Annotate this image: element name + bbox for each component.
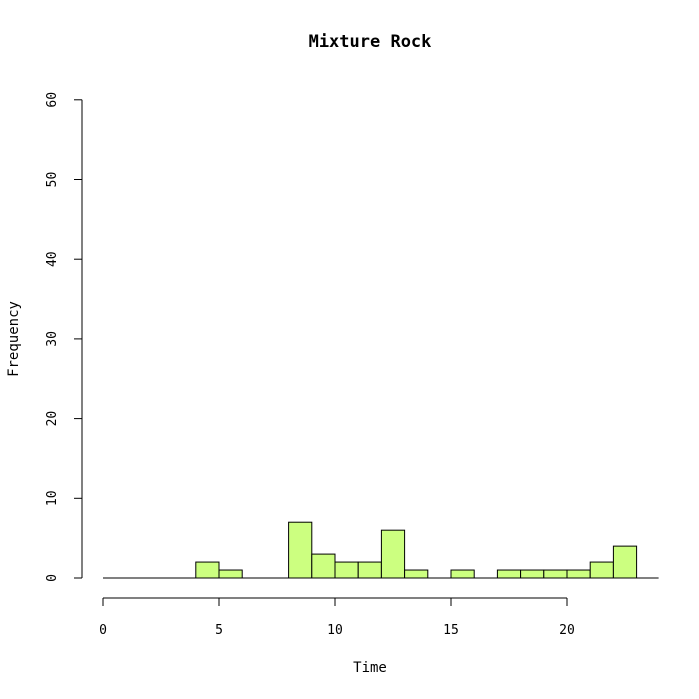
- histogram-bar: [543, 569, 568, 579]
- histogram-bar: [380, 529, 406, 579]
- histogram-bar: [496, 569, 522, 579]
- histogram-bar: [612, 545, 638, 579]
- histogram-bar: [218, 569, 243, 579]
- histogram-bar: [589, 561, 614, 579]
- y-tick-label: 0: [45, 574, 60, 582]
- y-tick-label: 30: [45, 331, 60, 347]
- x-tick-label: 15: [443, 623, 459, 638]
- y-axis: 0 10 20 30 40 50 60: [45, 92, 83, 582]
- y-tick-label: 20: [45, 411, 60, 427]
- x-tick-label: 20: [559, 623, 575, 638]
- bars-group: [103, 521, 659, 579]
- histogram-bar: [520, 569, 545, 579]
- histogram-bar: [288, 521, 313, 579]
- y-tick-label: 60: [45, 92, 60, 108]
- y-axis-label: Frequency: [6, 301, 22, 377]
- y-tick-label: 10: [45, 490, 60, 506]
- histogram-bar: [404, 569, 429, 579]
- chart-title: Mixture Rock: [309, 32, 432, 52]
- x-tick-label: 10: [327, 623, 343, 638]
- x-tick-label: 5: [215, 623, 223, 638]
- histogram-bar: [311, 553, 336, 579]
- x-axis-label: Time: [353, 660, 387, 676]
- y-tick-label: 50: [45, 172, 60, 188]
- y-tick-label: 40: [45, 251, 60, 267]
- histogram-bar: [195, 561, 220, 579]
- histogram-bar: [357, 561, 382, 579]
- histogram-bar: [334, 561, 359, 579]
- x-tick-label: 0: [99, 623, 107, 638]
- histogram-bar: [450, 569, 475, 579]
- x-axis: 0 5 10 15 20: [99, 597, 575, 638]
- histogram-bar: [566, 569, 591, 579]
